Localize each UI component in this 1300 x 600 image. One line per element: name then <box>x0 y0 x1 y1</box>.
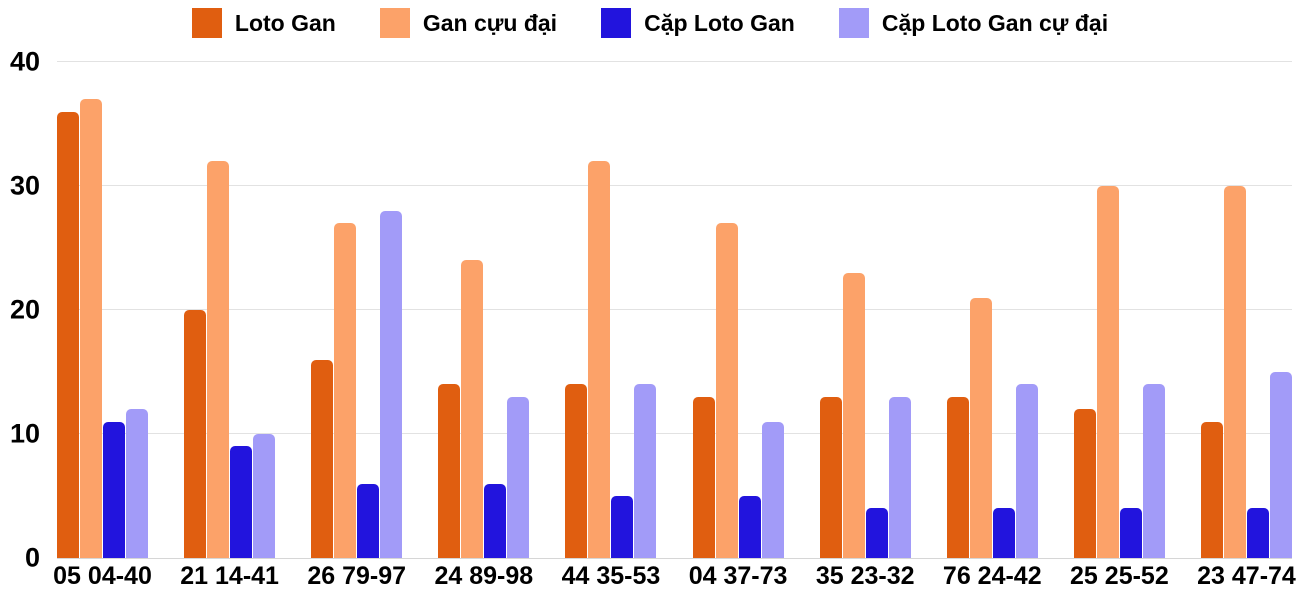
bar[interactable] <box>946 396 969 558</box>
bar[interactable] <box>461 260 484 558</box>
bar[interactable] <box>253 434 276 558</box>
bar[interactable] <box>1269 372 1292 558</box>
bar[interactable] <box>565 384 588 558</box>
bar[interactable] <box>334 223 357 558</box>
bar-group <box>1073 62 1165 558</box>
plot-area <box>57 61 1292 559</box>
y-axis: 40 30 20 10 0 <box>0 47 48 573</box>
legend-swatch <box>379 8 410 38</box>
bar[interactable] <box>634 384 657 558</box>
bar[interactable] <box>819 396 842 558</box>
x-tick-label: 24 89-98 <box>434 562 534 590</box>
bar[interactable] <box>380 210 403 558</box>
gridline <box>57 433 1292 434</box>
bar[interactable] <box>715 223 738 558</box>
bar[interactable] <box>588 161 611 558</box>
y-tick-label: 10 <box>9 418 40 449</box>
bar-group <box>311 62 403 558</box>
legend-item-0[interactable]: Loto Gan <box>191 8 336 38</box>
bar[interactable] <box>1223 186 1246 558</box>
bar-group <box>692 62 784 558</box>
chart-legend: Loto Gan Gan cựu đại Cặp Loto Gan Cặp Loto … <box>0 8 1300 38</box>
legend-swatch <box>601 8 632 38</box>
x-tick-label: 25 25-52 <box>1070 562 1169 590</box>
bar[interactable] <box>103 421 125 558</box>
bar[interactable] <box>865 508 888 558</box>
bar-group <box>184 62 276 558</box>
bar[interactable] <box>1200 421 1223 558</box>
gridline <box>57 309 1292 310</box>
bar[interactable] <box>80 99 102 558</box>
y-tick-label: 40 <box>9 46 40 77</box>
bar-group <box>57 62 148 558</box>
y-tick-label: 0 <box>24 542 40 573</box>
bar[interactable] <box>888 396 911 558</box>
bar[interactable] <box>126 409 148 558</box>
gridline <box>57 61 1292 62</box>
bar[interactable] <box>992 508 1015 558</box>
bar[interactable] <box>969 297 992 558</box>
gridline <box>57 185 1292 186</box>
x-tick-label: 35 23-32 <box>815 562 915 590</box>
legend-item-3[interactable]: Cặp Loto Gan cự đại <box>838 8 1109 38</box>
bar-group <box>1200 62 1292 558</box>
bar-group <box>946 62 1038 558</box>
gridline <box>57 558 1292 559</box>
x-tick-label: 05 04-40 <box>53 562 152 590</box>
bar[interactable] <box>207 161 230 558</box>
bar[interactable] <box>57 111 79 558</box>
bar[interactable] <box>1142 384 1165 558</box>
x-tick-label: 21 14-41 <box>180 562 279 590</box>
legend-label: Loto Gan <box>234 9 336 36</box>
bar[interactable] <box>692 396 715 558</box>
legend-label: Cặp Loto Gan <box>644 9 795 36</box>
bar[interactable] <box>738 496 761 558</box>
bar[interactable] <box>1119 508 1142 558</box>
bar[interactable] <box>611 496 634 558</box>
bar-group <box>819 62 911 558</box>
x-tick-label: 44 35-53 <box>561 562 661 590</box>
bar[interactable] <box>1246 508 1269 558</box>
bar[interactable] <box>1096 186 1119 558</box>
bar[interactable] <box>184 310 207 558</box>
bar-group <box>438 62 530 558</box>
x-tick-label: 76 24-42 <box>942 562 1042 590</box>
legend-label: Cặp Loto Gan cự đại <box>881 9 1109 36</box>
bar[interactable] <box>761 421 784 558</box>
x-tick-label: 26 79-97 <box>307 562 407 590</box>
y-tick-label: 20 <box>9 294 40 325</box>
bar[interactable] <box>1073 409 1096 558</box>
bar[interactable] <box>230 446 253 558</box>
legend-label: Gan cựu đại <box>422 9 558 36</box>
bar-group <box>565 62 657 558</box>
legend-swatch <box>191 8 222 38</box>
bar[interactable] <box>842 272 865 558</box>
x-tick-label: 04 37-73 <box>688 562 788 590</box>
legend-item-2[interactable]: Cặp Loto Gan <box>601 8 795 38</box>
x-tick-label: 23 47-74 <box>1197 562 1296 590</box>
bar[interactable] <box>1015 384 1038 558</box>
y-tick-label: 30 <box>9 170 40 201</box>
bar[interactable] <box>438 384 461 558</box>
x-axis: 05 04-40 21 14-41 26 79-97 24 89-98 44 35-53… <box>53 562 1296 591</box>
legend-item-1[interactable]: Gan cựu đại <box>379 8 558 38</box>
bar[interactable] <box>311 359 334 558</box>
bar[interactable] <box>507 396 530 558</box>
legend-swatch <box>838 8 869 38</box>
bar[interactable] <box>484 483 507 558</box>
bar[interactable] <box>357 483 380 558</box>
